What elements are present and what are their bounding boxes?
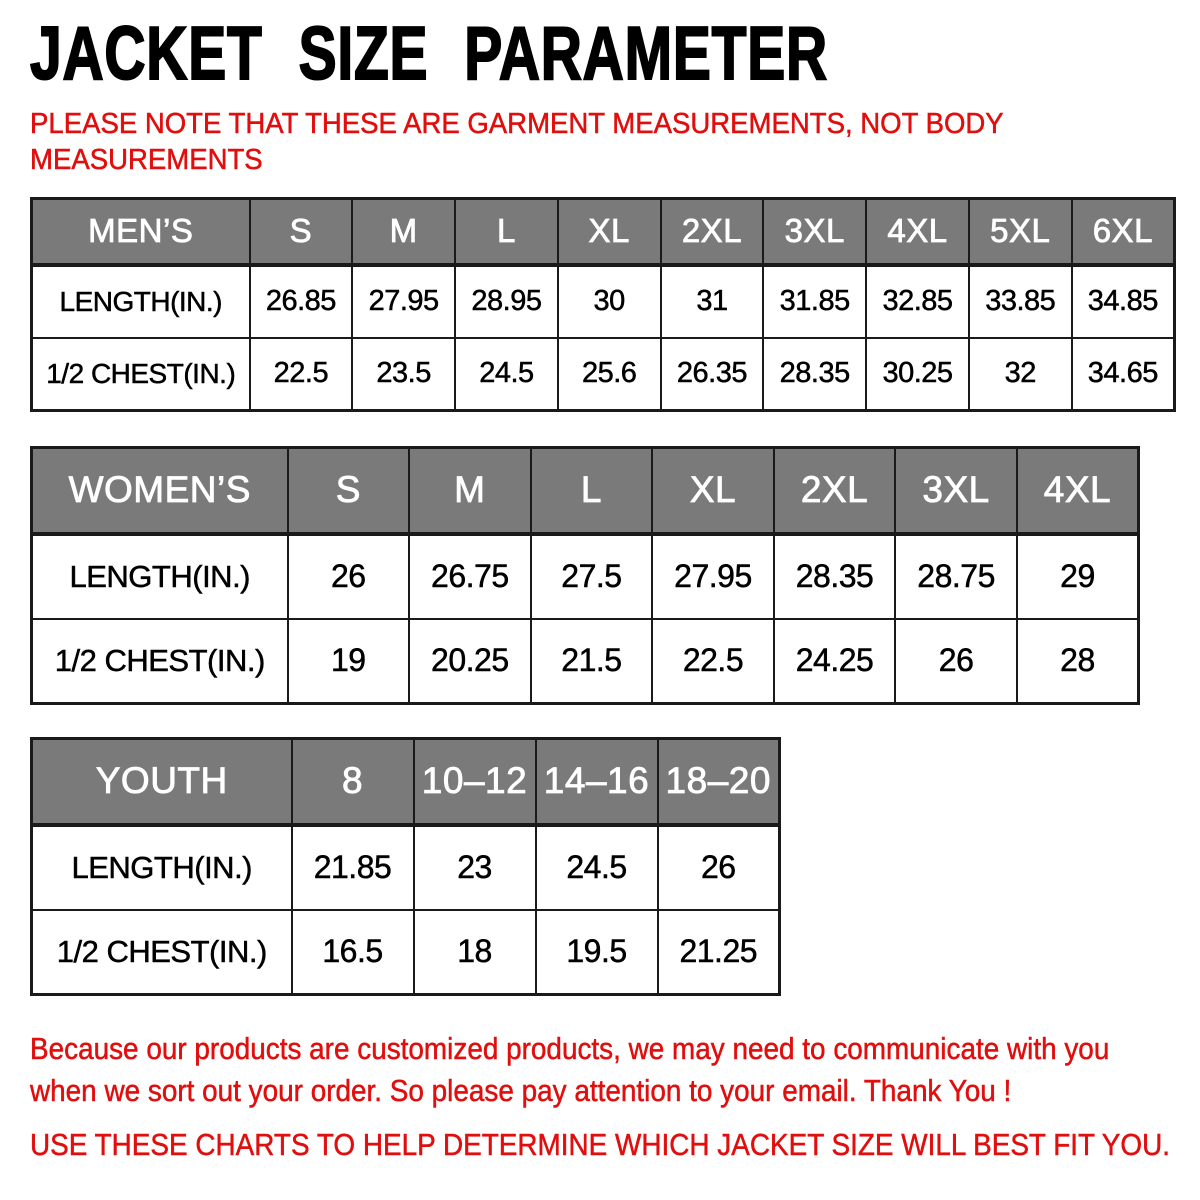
mens-value-cell-r0-c6: 32.85 xyxy=(865,263,970,339)
youth-size-col-header-1: 10–12 xyxy=(412,737,537,827)
mens-value-cell-r0-c1: 27.95 xyxy=(351,263,457,339)
youth-value-cell-r1-c2: 19.5 xyxy=(534,908,659,996)
womens-value-cell-r0-c3: 27.95 xyxy=(651,532,775,620)
womens-value-cell-r1-c4: 24.25 xyxy=(772,617,897,705)
youth-table-title: YOUTH xyxy=(30,737,293,827)
mens-value-cell-r0-c7: 33.85 xyxy=(967,263,1073,339)
mens-value-cell-r1-c8: 34.65 xyxy=(1070,336,1176,412)
mens-size-col-header-0: S xyxy=(248,197,354,267)
womens-size-col-header-6: 4XL xyxy=(1015,446,1140,536)
youth-size-col-header-0: 8 xyxy=(290,737,415,827)
youth-value-cell-r0-c0: 21.85 xyxy=(290,823,415,911)
womens-size-col-header-1: M xyxy=(408,446,532,536)
womens-value-cell-r0-c2: 27.5 xyxy=(529,532,654,620)
womens-value-cell-r1-c1: 20.25 xyxy=(408,617,532,705)
youth-row-label-1: 1/2 CHEST(IN.) xyxy=(30,908,293,996)
footer-line-1: Because our products are customized prod… xyxy=(30,1031,1110,1067)
womens-table-row-1: 1/2 CHEST(IN.) 19 20.25 21.5 22.5 24.25 26 28 xyxy=(30,617,1140,705)
youth-size-table: YOUTH 8 10–12 14–16 18–20 LENGTH(IN.) 21.85 23 2… xyxy=(30,737,781,996)
mens-value-cell-r1-c3: 25.6 xyxy=(556,336,662,412)
mens-value-cell-r1-c6: 30.25 xyxy=(865,336,970,412)
womens-size-table: WOMEN’S S M L XL 2XL 3XL 4XL LENGTH(IN.) 26 26.75 2… xyxy=(30,446,1140,705)
youth-value-cell-r0-c1: 23 xyxy=(412,823,537,911)
youth-size-table-section: YOUTH 8 10–12 14–16 18–20 LENGTH(IN.) 21.85 23 2… xyxy=(30,737,781,996)
womens-size-col-header-3: XL xyxy=(651,446,775,536)
mens-size-col-header-2: L xyxy=(454,197,559,267)
mens-value-cell-r1-c0: 22.5 xyxy=(248,336,354,412)
womens-value-cell-r0-c6: 29 xyxy=(1015,532,1140,620)
womens-table-row-0: LENGTH(IN.) 26 26.75 27.5 27.95 28.35 28.75 29 xyxy=(30,532,1140,620)
mens-size-table: MEN’S S M L XL 2XL 3XL 4XL 5XL 6XL LENGTH(IN.) 26.8… xyxy=(30,197,1176,412)
mens-table-row-1: 1/2 CHEST(IN.) 22.5 23.5 24.5 25.6 26.35 28.35… xyxy=(30,336,1176,412)
page-title: JACKET SIZE PARAMETER xyxy=(29,11,828,95)
footer-line-3: USE THESE CHARTS TO HELP DETERMINE WHICH… xyxy=(30,1127,1171,1163)
mens-size-table-section: MEN’S S M L XL 2XL 3XL 4XL 5XL 6XL LENGTH(IN.) 26.8… xyxy=(30,197,1176,412)
youth-size-col-header-3: 18–20 xyxy=(656,737,781,827)
note-line-2: MEASUREMENTS xyxy=(30,144,263,177)
mens-size-col-header-1: M xyxy=(351,197,457,267)
mens-value-cell-r0-c0: 26.85 xyxy=(248,263,354,339)
womens-size-col-header-5: 3XL xyxy=(894,446,1018,536)
mens-value-cell-r1-c2: 24.5 xyxy=(454,336,559,412)
mens-value-cell-r1-c1: 23.5 xyxy=(351,336,457,412)
mens-value-cell-r0-c8: 34.85 xyxy=(1070,263,1176,339)
womens-value-cell-r0-c1: 26.75 xyxy=(408,532,532,620)
womens-value-cell-r0-c5: 28.75 xyxy=(894,532,1018,620)
mens-table-title: MEN’S xyxy=(30,197,251,267)
womens-size-col-header-0: S xyxy=(286,446,411,536)
womens-value-cell-r1-c3: 22.5 xyxy=(651,617,775,705)
womens-value-cell-r0-c0: 26 xyxy=(286,532,411,620)
mens-row-label-0: LENGTH(IN.) xyxy=(30,263,251,339)
womens-size-table-section: WOMEN’S S M L XL 2XL 3XL 4XL LENGTH(IN.) 26 26.75 2… xyxy=(30,446,1140,705)
note-line-1: PLEASE NOTE THAT THESE ARE GARMENT MEASU… xyxy=(30,108,1004,141)
womens-row-label-1: 1/2 CHEST(IN.) xyxy=(30,617,289,705)
footer-spacer xyxy=(30,1112,1200,1124)
mens-size-col-header-5: 3XL xyxy=(762,197,868,267)
womens-value-cell-r1-c2: 21.5 xyxy=(529,617,654,705)
youth-size-col-header-2: 14–16 xyxy=(534,737,659,827)
youth-row-label-0: LENGTH(IN.) xyxy=(30,823,293,911)
youth-value-cell-r1-c3: 21.25 xyxy=(656,908,781,996)
womens-value-cell-r1-c6: 28 xyxy=(1015,617,1140,705)
mens-size-col-header-6: 4XL xyxy=(865,197,970,267)
garment-measurement-note: PLEASE NOTE THAT THESE ARE GARMENT MEASU… xyxy=(30,106,1055,178)
mens-value-cell-r1-c4: 26.35 xyxy=(659,336,765,412)
mens-value-cell-r0-c3: 30 xyxy=(556,263,662,339)
mens-value-cell-r1-c5: 28.35 xyxy=(762,336,868,412)
youth-table-row-1: 1/2 CHEST(IN.) 16.5 18 19.5 21.25 xyxy=(30,908,781,996)
womens-row-label-0: LENGTH(IN.) xyxy=(30,532,289,620)
mens-table-row-0: LENGTH(IN.) 26.85 27.95 28.95 30 31 31.85 32.85… xyxy=(30,263,1176,339)
mens-value-cell-r0-c5: 31.85 xyxy=(762,263,868,339)
youth-value-cell-r1-c1: 18 xyxy=(412,908,537,996)
mens-size-col-header-4: 2XL xyxy=(659,197,765,267)
footer-line-2: when we sort out your order. So please p… xyxy=(30,1073,1012,1109)
womens-size-col-header-4: 2XL xyxy=(772,446,897,536)
mens-size-col-header-7: 5XL xyxy=(967,197,1073,267)
youth-value-cell-r1-c0: 16.5 xyxy=(290,908,415,996)
mens-size-col-header-8: 6XL xyxy=(1070,197,1176,267)
youth-value-cell-r0-c3: 26 xyxy=(656,823,781,911)
mens-value-cell-r0-c4: 31 xyxy=(659,263,765,339)
womens-table-title: WOMEN’S xyxy=(30,446,289,536)
womens-value-cell-r1-c0: 19 xyxy=(286,617,411,705)
womens-value-cell-r1-c5: 26 xyxy=(894,617,1018,705)
mens-value-cell-r0-c2: 28.95 xyxy=(454,263,559,339)
youth-table-row-0: LENGTH(IN.) 21.85 23 24.5 26 xyxy=(30,823,781,911)
footer-notice: Because our products are customized prod… xyxy=(30,1028,1200,1166)
youth-value-cell-r0-c2: 24.5 xyxy=(534,823,659,911)
womens-value-cell-r0-c4: 28.35 xyxy=(772,532,897,620)
mens-size-col-header-3: XL xyxy=(556,197,662,267)
mens-row-label-1: 1/2 CHEST(IN.) xyxy=(30,336,251,412)
mens-value-cell-r1-c7: 32 xyxy=(967,336,1073,412)
womens-size-col-header-2: L xyxy=(529,446,654,536)
